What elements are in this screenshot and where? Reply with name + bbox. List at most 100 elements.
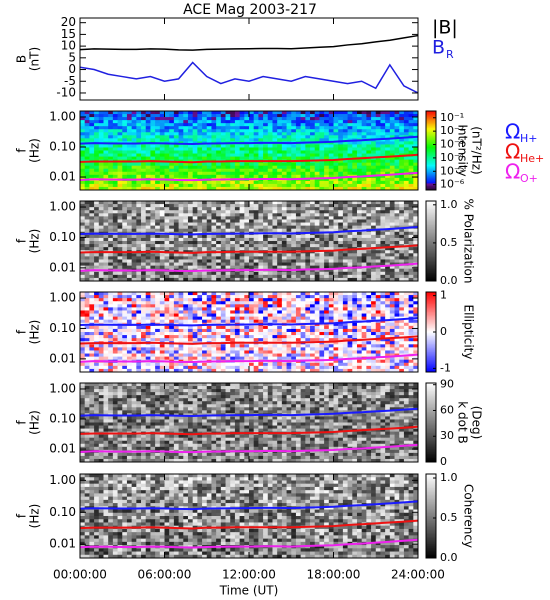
spectrogram-cell [347, 210, 353, 214]
spectrogram-cell [126, 144, 133, 148]
spectrogram-cell [225, 210, 231, 214]
spectrogram-cell [361, 117, 367, 121]
spectrogram-cell [286, 153, 292, 157]
spectrogram-cell [84, 274, 90, 279]
spectrogram-cell [234, 201, 241, 205]
spectrogram-cell [399, 277, 405, 282]
spectrogram-cell [108, 277, 114, 282]
spectrogram-cell [380, 310, 386, 314]
spectrogram-cell [131, 219, 137, 223]
spectrogram-cell [375, 256, 381, 260]
spectrogram-cell [169, 162, 175, 167]
spectrogram-cell [136, 265, 142, 270]
spectrogram-cell [408, 180, 414, 185]
spectrogram-cell [103, 120, 109, 124]
spectrogram-cell [244, 328, 250, 333]
spectrogram-cell [145, 165, 151, 170]
spectrogram-cell [103, 277, 109, 282]
spectrogram-cell [220, 244, 226, 248]
spectrogram-cell [169, 168, 175, 173]
spectrogram-cell [155, 313, 161, 318]
spectrogram-cell [361, 298, 367, 302]
spectrogram-cell [225, 271, 231, 276]
spectrogram-cell [141, 168, 147, 173]
spectrogram-cell [272, 319, 278, 324]
spectrogram-cell [173, 207, 179, 211]
spectrogram-cell [253, 153, 259, 157]
spectrogram-cell [89, 295, 95, 299]
spectrogram-cell [305, 259, 311, 263]
spectrogram-cell [352, 171, 358, 176]
spectrogram-cell [305, 298, 311, 302]
spectrogram-cell [230, 237, 236, 242]
spectrogram-cell [103, 111, 109, 115]
spectrogram-cell [126, 216, 133, 220]
spectrogram-cell [230, 126, 236, 130]
spectrogram-cell [183, 313, 189, 318]
spectrogram-cell [385, 253, 391, 257]
spectrogram-cell [169, 174, 175, 179]
spectrogram-cell [239, 241, 245, 245]
spectrogram-cell [258, 165, 264, 170]
spectrogram-cell [80, 135, 86, 139]
spectrogram-cell [258, 304, 264, 308]
spectrogram-cell [164, 174, 170, 179]
spectrogram-cell [258, 153, 264, 157]
spectrogram-cell [145, 262, 151, 267]
spectrogram-cell [371, 186, 377, 191]
spectrogram-cell [291, 183, 297, 188]
spectrogram-cell [150, 332, 156, 336]
spectrogram-cell [403, 277, 410, 282]
spectrogram-cell [192, 241, 198, 245]
spectrogram-cell [385, 129, 391, 133]
spectrogram-cell [169, 274, 175, 279]
spectrogram-cell [305, 135, 311, 139]
spectrogram-cell [272, 298, 278, 302]
spectrogram-cell [122, 204, 128, 208]
spectrogram-cell [131, 132, 137, 136]
spectrogram-cell [239, 216, 245, 220]
spectrogram-cell [413, 332, 419, 336]
colorbar-band [426, 225, 436, 227]
spectrogram-cell [94, 147, 100, 151]
spectrogram-cell [187, 222, 194, 227]
spectrogram-cell [108, 135, 114, 139]
spectrogram-cell [202, 237, 208, 242]
spectrogram-cell [408, 162, 414, 167]
spectrogram-cell [202, 319, 208, 324]
spectrogram-cell [403, 150, 410, 154]
spectrogram-cell [126, 298, 133, 302]
colorbar-band [426, 117, 436, 120]
spectrogram-cell [225, 316, 231, 321]
spectrogram-cell [122, 316, 128, 321]
spectrogram-cell [263, 219, 269, 223]
spectrogram-cell [98, 180, 104, 185]
spectrogram-cell [385, 165, 391, 170]
spectrogram-cell [178, 180, 184, 185]
spectrogram-cell [239, 168, 245, 173]
spectrogram-cell [103, 153, 109, 157]
colorbar-band [426, 278, 436, 281]
spectrogram-cell [108, 328, 114, 333]
spectrogram-cell [281, 319, 287, 324]
spectrogram-cell [117, 219, 123, 223]
spectrogram-cell [80, 298, 86, 302]
spectrogram-cell [178, 216, 184, 220]
spectrogram-cell [108, 147, 114, 151]
spectrogram-cell [211, 213, 217, 217]
spectrogram-cell [103, 247, 109, 251]
colorbar-band [426, 205, 436, 207]
spectrogram-cell [178, 319, 184, 324]
spectrogram-cell [267, 222, 273, 227]
colorbar-band [426, 157, 436, 159]
spectrogram-cell [366, 332, 372, 336]
cyclotron-line [79, 153, 419, 164]
spectrogram-cell [178, 135, 184, 139]
spectrogram-cell [230, 129, 236, 133]
spectrogram-cell [159, 292, 165, 296]
spectrogram-cell [117, 237, 123, 242]
spectrogram-cell [300, 237, 306, 242]
spectrogram-cell [159, 213, 165, 217]
spectrogram-cell [187, 213, 194, 217]
spectrogram-cell [80, 123, 86, 127]
